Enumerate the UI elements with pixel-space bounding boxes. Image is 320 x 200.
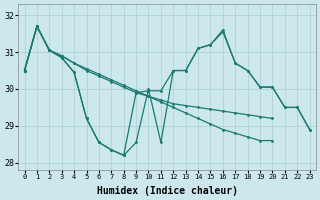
X-axis label: Humidex (Indice chaleur): Humidex (Indice chaleur) [97, 186, 237, 196]
